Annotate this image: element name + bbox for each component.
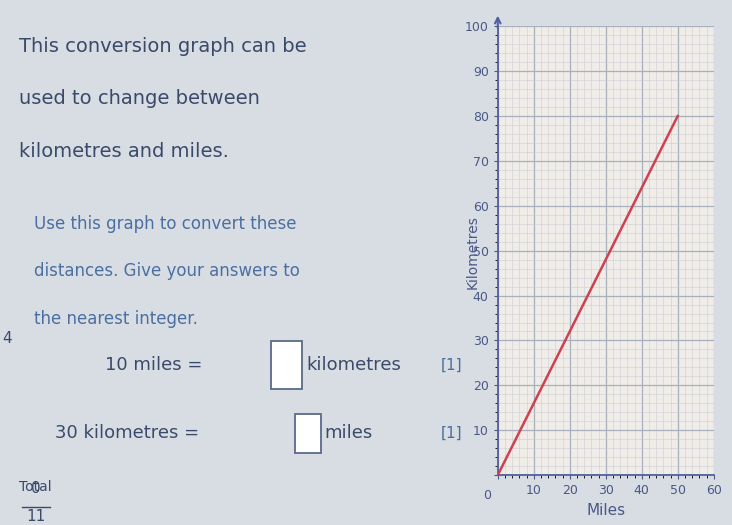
Text: 4: 4: [2, 331, 12, 346]
Text: kilometres: kilometres: [307, 356, 402, 374]
Text: 0: 0: [483, 489, 491, 501]
FancyBboxPatch shape: [271, 341, 302, 388]
Text: Total: Total: [19, 480, 52, 495]
Text: [1]: [1]: [441, 426, 463, 440]
Text: 11: 11: [26, 509, 45, 524]
Text: kilometres and miles.: kilometres and miles.: [19, 142, 229, 161]
Text: the nearest integer.: the nearest integer.: [34, 310, 198, 328]
Text: 30 kilometres =: 30 kilometres =: [55, 424, 205, 442]
Text: [1]: [1]: [441, 358, 463, 372]
Text: Use this graph to convert these: Use this graph to convert these: [34, 215, 296, 233]
FancyBboxPatch shape: [295, 414, 321, 453]
Text: This conversion graph can be: This conversion graph can be: [19, 37, 307, 56]
Text: used to change between: used to change between: [19, 89, 260, 108]
Text: distances. Give your answers to: distances. Give your answers to: [34, 262, 299, 280]
Text: 10 miles =: 10 miles =: [105, 356, 209, 374]
Text: miles: miles: [324, 424, 373, 442]
Text: 0: 0: [31, 481, 41, 496]
X-axis label: Miles: Miles: [586, 503, 625, 518]
Text: Kilometres: Kilometres: [465, 215, 479, 289]
